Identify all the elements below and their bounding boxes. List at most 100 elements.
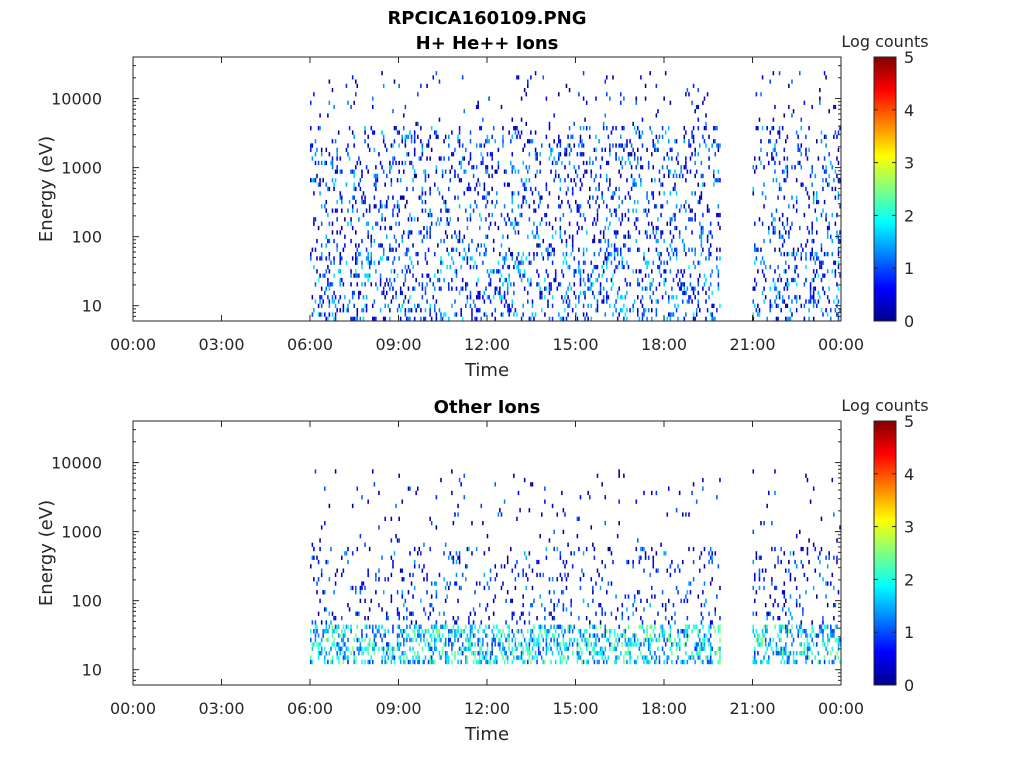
data-cell (505, 277, 507, 283)
data-cell (788, 559, 790, 565)
data-cell (336, 156, 338, 161)
data-cell (327, 629, 329, 634)
data-cell (396, 590, 399, 595)
data-cell (778, 234, 781, 239)
data-cell (350, 282, 352, 287)
data-cell (802, 182, 804, 187)
data-cell (643, 490, 645, 496)
data-cell (702, 477, 704, 483)
data-cell (438, 79, 441, 84)
data-cell (376, 178, 379, 183)
data-cell (452, 260, 455, 265)
data-cell (817, 633, 820, 638)
data-cell (764, 603, 767, 608)
data-cell (640, 134, 642, 139)
data-cell (686, 88, 689, 93)
data-cell (567, 199, 569, 205)
data-cell (328, 79, 331, 84)
data-cell (799, 629, 801, 634)
data-cell (774, 225, 776, 231)
data-cell (556, 546, 559, 552)
data-cell (568, 637, 571, 643)
data-cell (533, 256, 535, 261)
data-cell (697, 104, 700, 110)
data-cell (452, 642, 455, 647)
data-cell (559, 152, 562, 157)
data-cell (604, 147, 607, 152)
data-cell (336, 230, 338, 235)
data-cell (418, 624, 421, 629)
data-cell (508, 264, 510, 270)
data-cell (339, 252, 342, 257)
data-cell (537, 273, 540, 278)
data-cell (797, 273, 799, 278)
data-cell (685, 642, 687, 647)
data-cell (365, 308, 368, 313)
data-cell (595, 642, 597, 647)
data-cell (602, 295, 605, 300)
data-cell (488, 659, 490, 665)
data-cell (469, 186, 472, 192)
data-cell (426, 83, 428, 88)
data-cell (355, 655, 357, 660)
data-cell (606, 126, 608, 131)
data-cell (421, 208, 424, 213)
data-cell (781, 221, 784, 226)
data-cell (407, 299, 410, 304)
data-cell (420, 633, 422, 638)
data-cell (430, 147, 433, 152)
data-cell (593, 633, 596, 638)
data-cell (833, 555, 835, 560)
data-cell (413, 286, 416, 291)
data-cell (434, 637, 436, 643)
data-cell (629, 651, 631, 656)
data-cell (410, 139, 413, 144)
data-cell (401, 594, 404, 599)
data-cell (571, 243, 574, 248)
data-cell (589, 620, 591, 625)
data-cell (461, 256, 464, 261)
data-cell (578, 629, 580, 634)
data-cell (785, 139, 787, 144)
data-cell (483, 290, 486, 296)
data-cell (794, 165, 796, 170)
data-cell (668, 156, 670, 161)
data-cell (331, 312, 334, 317)
data-cell (694, 152, 696, 157)
data-cell (668, 173, 670, 179)
data-cell (638, 269, 641, 274)
data-cell (404, 273, 407, 278)
data-cell (479, 182, 481, 187)
data-cell (702, 642, 704, 647)
data-cell (468, 247, 470, 252)
data-cell (449, 551, 452, 556)
data-cell (497, 225, 500, 231)
data-cell (760, 642, 762, 647)
data-cell (564, 572, 566, 578)
data-cell (522, 611, 524, 616)
data-cell (424, 316, 427, 321)
data-cell (635, 269, 638, 274)
data-cell (499, 290, 501, 296)
data-cell (582, 212, 585, 218)
data-cell (811, 221, 813, 226)
data-cell (602, 126, 605, 131)
data-cell (837, 264, 840, 270)
data-cell (406, 607, 408, 612)
data-cell (353, 134, 355, 139)
data-cell (375, 269, 377, 274)
data-cell (825, 594, 827, 599)
data-cell (393, 204, 396, 209)
data-cell (311, 312, 314, 317)
data-cell (811, 637, 813, 643)
data-cell (786, 156, 789, 161)
data-cell (596, 277, 599, 283)
data-cell (339, 260, 342, 265)
data-cell (333, 182, 335, 187)
data-cell (550, 252, 552, 257)
data-cell (398, 538, 400, 543)
data-cell (763, 299, 765, 304)
data-cell (647, 160, 650, 166)
data-cell (314, 247, 317, 252)
data-cell (561, 316, 563, 321)
